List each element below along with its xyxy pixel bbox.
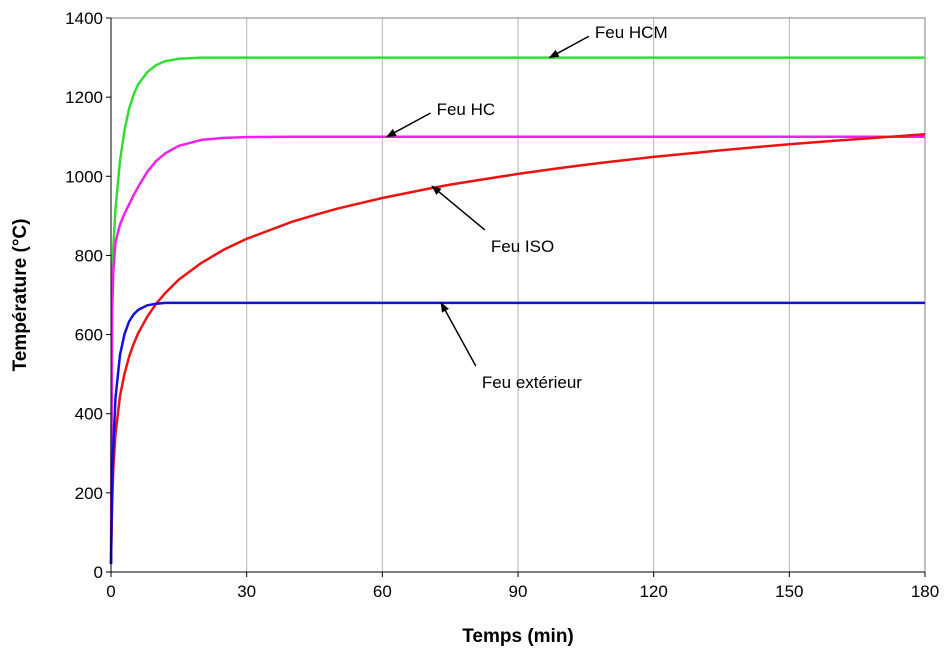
annotation-label: Feu HCM [595,23,668,42]
y-tick-label: 1000 [65,167,103,186]
series-layer [109,56,926,565]
x-axis-title: Temps (min) [462,626,574,647]
x-tick-label: 180 [911,582,939,601]
y-tick-label: 1200 [65,88,103,107]
annotation-layer: Feu HCM Feu HC Feu ISO Feu extérieur [385,23,668,392]
y-tick-label: 1400 [65,9,103,28]
series-line-feu-iso [109,133,926,565]
x-tick-label: 60 [373,582,392,601]
y-tick-label: 600 [75,326,103,345]
annotation-feu-hc: Feu HC [385,100,496,138]
y-tick-label: 400 [75,405,103,424]
annotation-feu-hcm: Feu HCM [548,23,668,59]
annotation-arrow [385,112,431,138]
y-tick-label: 200 [75,484,103,503]
x-tick-label: 30 [237,582,256,601]
annotation-arrow [548,35,590,59]
y-tick-label: 800 [75,246,103,265]
series-line-feu-exterieur [109,301,925,565]
series-line-feu-hcm [109,56,925,565]
annotation-label: Feu HC [437,100,496,119]
x-tick-label: 90 [509,582,528,601]
tick-layer: 0 30 60 90 120 150 180 0 200 400 600 800 1000 1200 140… [65,9,939,601]
x-tick-label: 0 [106,582,115,601]
annotation-arrow [440,302,477,367]
x-tick-label: 150 [775,582,803,601]
annotation-arrow [431,185,486,231]
grid-lines [246,18,790,572]
y-axis-title: Température (°C) [10,219,31,372]
annotation-label: Feu ISO [491,237,554,256]
annotation-label: Feu extérieur [482,373,582,392]
series-line-feu-hc [109,135,925,565]
annotation-feu-exterieur: Feu extérieur [440,302,582,392]
x-tick-label: 120 [639,582,667,601]
y-tick-label: 0 [94,563,103,582]
annotation-feu-iso: Feu ISO [431,185,554,256]
